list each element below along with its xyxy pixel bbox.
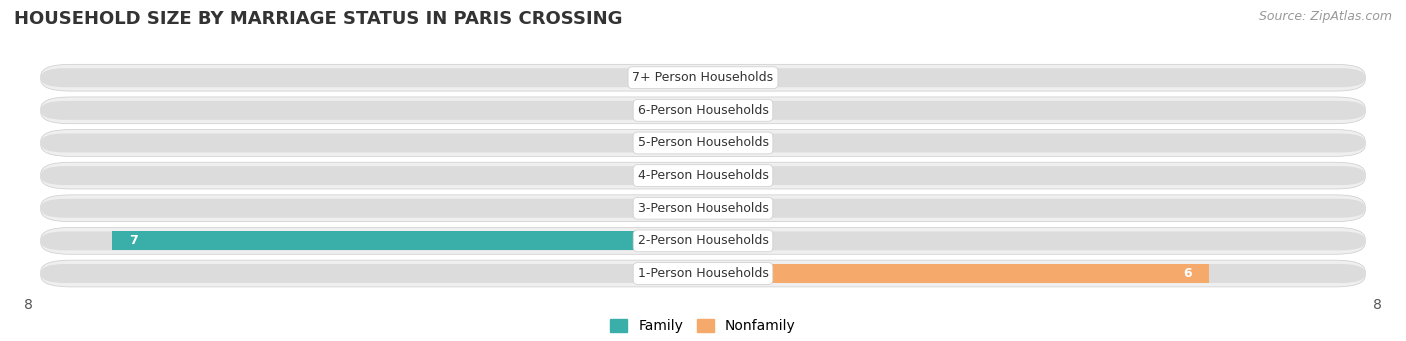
- Bar: [112, 232, 703, 250]
- Text: 0: 0: [724, 169, 733, 182]
- FancyBboxPatch shape: [41, 232, 1365, 250]
- Text: 0: 0: [673, 202, 682, 215]
- Text: 0: 0: [724, 202, 733, 215]
- FancyBboxPatch shape: [41, 97, 1365, 124]
- FancyBboxPatch shape: [41, 130, 1365, 157]
- Text: 2-Person Households: 2-Person Households: [637, 234, 769, 247]
- Text: 5-Person Households: 5-Person Households: [637, 136, 769, 149]
- FancyBboxPatch shape: [41, 64, 1365, 91]
- FancyBboxPatch shape: [41, 195, 1365, 222]
- Text: 4-Person Households: 4-Person Households: [637, 169, 769, 182]
- Text: 0: 0: [673, 136, 682, 149]
- Text: 3-Person Households: 3-Person Households: [637, 202, 769, 215]
- Text: 6: 6: [1184, 267, 1192, 280]
- Bar: [703, 264, 1209, 283]
- FancyBboxPatch shape: [41, 199, 1365, 218]
- Text: 1-Person Households: 1-Person Households: [637, 267, 769, 280]
- Text: 0: 0: [673, 169, 682, 182]
- Text: 7: 7: [129, 234, 138, 247]
- Text: 0: 0: [673, 71, 682, 84]
- FancyBboxPatch shape: [41, 166, 1365, 185]
- Text: 0: 0: [673, 267, 682, 280]
- Text: 0: 0: [724, 234, 733, 247]
- FancyBboxPatch shape: [41, 264, 1365, 283]
- Text: HOUSEHOLD SIZE BY MARRIAGE STATUS IN PARIS CROSSING: HOUSEHOLD SIZE BY MARRIAGE STATUS IN PAR…: [14, 10, 623, 28]
- Text: 6-Person Households: 6-Person Households: [637, 104, 769, 117]
- FancyBboxPatch shape: [41, 227, 1365, 254]
- Text: 0: 0: [724, 104, 733, 117]
- Legend: Family, Nonfamily: Family, Nonfamily: [610, 319, 796, 333]
- FancyBboxPatch shape: [41, 101, 1365, 120]
- FancyBboxPatch shape: [41, 162, 1365, 189]
- Text: 0: 0: [724, 136, 733, 149]
- Text: 7+ Person Households: 7+ Person Households: [633, 71, 773, 84]
- FancyBboxPatch shape: [41, 68, 1365, 87]
- Text: 0: 0: [673, 104, 682, 117]
- Text: Source: ZipAtlas.com: Source: ZipAtlas.com: [1258, 10, 1392, 23]
- FancyBboxPatch shape: [41, 134, 1365, 152]
- FancyBboxPatch shape: [41, 260, 1365, 287]
- Text: 0: 0: [724, 71, 733, 84]
